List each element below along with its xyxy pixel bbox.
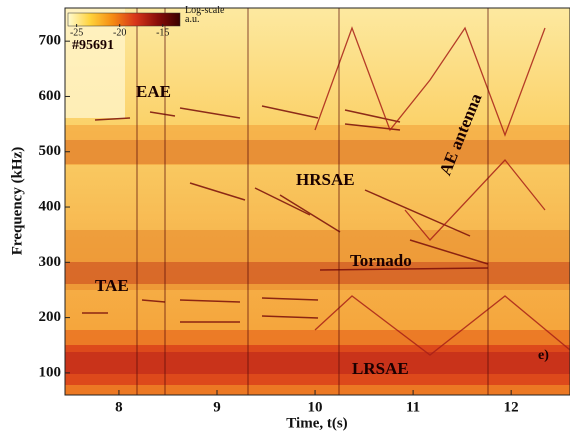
antenna-sweep	[314, 26, 570, 356]
y-tick-label: 400	[39, 198, 62, 214]
y-tick-label: 700	[39, 33, 62, 49]
annotation: Tornado	[350, 251, 412, 270]
spectrogram-image	[65, 8, 570, 395]
colorbar-tick-label: -25	[70, 27, 83, 38]
x-tick-label: 9	[213, 399, 221, 415]
annotation: TAE	[95, 276, 129, 295]
colorbar-label: Log-scale a.u.	[185, 5, 225, 25]
panel-label: e)	[538, 348, 549, 363]
shot-number: #95691	[72, 38, 114, 53]
y-tick-label: 500	[39, 143, 62, 159]
annotation: EAE	[136, 82, 171, 101]
annotation: LRSAE	[352, 359, 409, 378]
y-tick-label: 600	[39, 88, 62, 104]
colorbar-tick-label: -20	[113, 27, 126, 38]
y-axis-label: Frequency (kHz)	[9, 147, 25, 255]
annotation: HRSAE	[296, 170, 355, 189]
colorbar-tick-label: -15	[156, 27, 169, 38]
x-tick-label: 10	[308, 399, 323, 415]
x-tick-label: 12	[504, 399, 519, 415]
x-axis-label: Time, t(s)	[286, 415, 347, 431]
colorbar	[67, 12, 181, 27]
plot-frame	[64, 7, 570, 396]
y-tick-label: 300	[39, 254, 62, 270]
y-tick-label: 100	[39, 364, 62, 380]
x-tick-label: 11	[406, 399, 420, 415]
x-tick-label: 8	[115, 399, 123, 415]
y-tick-label: 200	[39, 309, 62, 325]
